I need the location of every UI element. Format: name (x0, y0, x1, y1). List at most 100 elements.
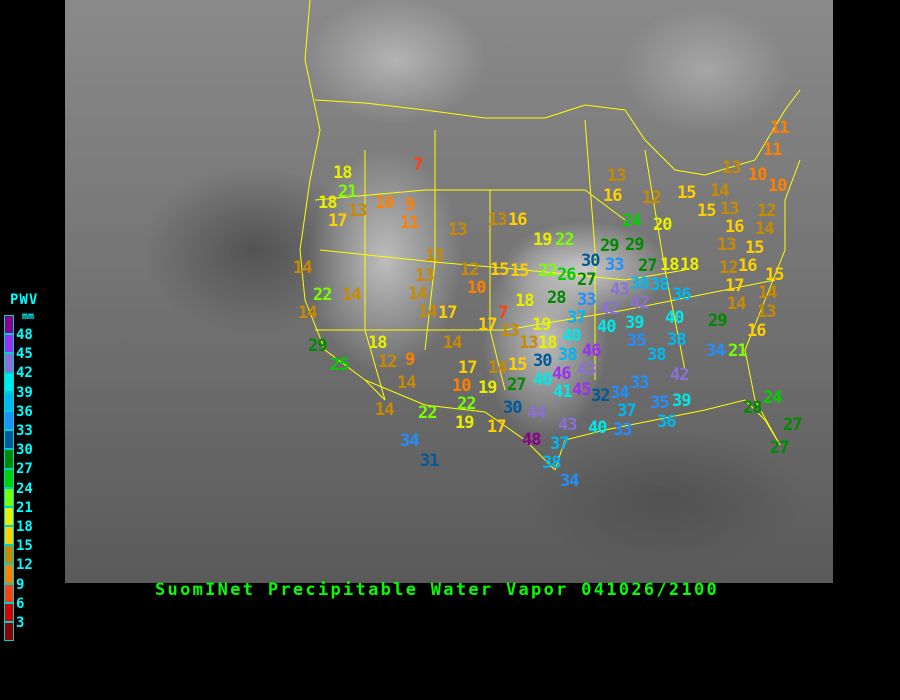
station-pwv-value: 29 (600, 236, 620, 256)
station-pwv-value: 37 (550, 434, 570, 454)
station-pwv-value: 34 (560, 471, 580, 491)
station-pwv-value: 19 (532, 315, 552, 335)
station-pwv-value: 7 (498, 303, 508, 323)
station-pwv-value: 17 (328, 211, 348, 231)
legend-swatch (4, 430, 14, 450)
station-pwv-value: 14 (755, 219, 775, 239)
station-pwv-value: 27 (638, 256, 658, 276)
mexico-border (364, 379, 556, 471)
station-pwv-value: 18 (318, 193, 338, 213)
station-pwv-value: 21 (338, 182, 358, 202)
station-pwv-value: 40 (597, 317, 617, 337)
station-pwv-value: 26 (557, 265, 577, 285)
station-pwv-value: 13 (720, 199, 740, 219)
station-pwv-value: 10 (375, 193, 395, 213)
station-pwv-value: 38 (647, 345, 667, 365)
legend-swatch (4, 353, 14, 373)
station-pwv-value: 17 (725, 276, 745, 296)
legend-swatch (4, 315, 14, 335)
station-pwv-value: 29 (708, 311, 728, 331)
station-pwv-value: 16 (603, 186, 623, 206)
state-line (319, 249, 686, 281)
legend-title: PWV (10, 292, 39, 308)
political-boundaries (299, 0, 801, 471)
legend-label: 18 (16, 519, 33, 535)
pacific-coast (299, 0, 386, 401)
station-pwv-value: 13 (757, 302, 777, 322)
station-pwv-value: 28 (743, 398, 763, 418)
station-pwv-value: 19 (533, 230, 553, 250)
station-pwv-value: 27 (770, 438, 790, 458)
station-pwv-value: 42 (630, 293, 650, 313)
station-pwv-value: 19 (478, 378, 498, 398)
station-pwv-value: 14 (758, 283, 778, 303)
state-line (314, 189, 626, 221)
station-pwv-value: 12 (642, 188, 662, 208)
station-pwv-value: 40 (588, 418, 608, 438)
station-pwv-value: 38 (558, 345, 578, 365)
station-pwv-value: 20 (653, 215, 673, 235)
legend-swatch (4, 564, 14, 584)
station-pwv-value: 11 (770, 118, 790, 138)
legend-label: 24 (16, 480, 33, 497)
state-line (424, 130, 436, 351)
station-pwv-value: 30 (581, 251, 601, 271)
station-pwv-value: 13 (348, 201, 368, 221)
station-pwv-value: 35 (627, 331, 647, 351)
station-pwv-value: 13 (717, 235, 737, 255)
legend-swatch (4, 506, 14, 527)
station-pwv-value: 45 (572, 380, 592, 400)
station-pwv-value: 39 (672, 391, 692, 411)
station-pwv-value: 19 (455, 413, 475, 433)
station-pwv-value: 22 (313, 285, 333, 305)
station-pwv-value: 14 (408, 284, 428, 304)
station-pwv-value: 41 (553, 382, 573, 402)
station-pwv-value: 17 (438, 303, 458, 323)
station-pwv-value: 30 (503, 398, 523, 418)
station-pwv-value: 38 (650, 275, 670, 295)
station-pwv-value: 11 (400, 213, 420, 233)
station-pwv-value: 22 (418, 403, 438, 423)
station-pwv-value: 7 (413, 155, 423, 175)
state-line (644, 149, 686, 371)
legend-swatch (4, 410, 14, 431)
station-pwv-value: 40 (533, 370, 553, 390)
legend-label: 33 (16, 423, 33, 439)
station-pwv-value: 12 (460, 260, 480, 280)
station-pwv-value: 32 (591, 386, 611, 406)
station-pwv-value: 13 (488, 210, 508, 230)
legend-swatch (4, 526, 14, 546)
station-pwv-value: 33 (605, 255, 625, 275)
legend-swatch (4, 449, 14, 469)
station-pwv-value: 11 (763, 140, 783, 160)
station-pwv-value: 17 (458, 358, 478, 378)
station-pwv-value: 38 (630, 274, 650, 294)
station-pwv-value: 29 (625, 235, 645, 255)
station-pwv-value: 18 (538, 333, 558, 353)
station-pwv-value: 43 (610, 280, 630, 300)
legend-swatch (4, 622, 14, 642)
station-pwv-value: 33 (613, 420, 633, 440)
station-pwv-value: 14 (727, 294, 747, 314)
legend-swatch (4, 468, 14, 488)
station-pwv-value: 38 (667, 330, 687, 350)
station-pwv-value: 24 (622, 211, 642, 231)
station-pwv-value: 33 (630, 373, 650, 393)
station-pwv-value: 48 (522, 430, 542, 450)
station-pwv-value: 10 (467, 278, 487, 298)
legend-swatch (4, 391, 14, 411)
station-pwv-value: 10 (768, 176, 788, 196)
station-pwv-value: 28 (547, 288, 567, 308)
legend-label: 36 (16, 403, 33, 420)
station-pwv-value: 18 (368, 333, 388, 353)
station-pwv-value: 17 (478, 315, 498, 335)
station-pwv-value: 14 (397, 373, 417, 393)
station-pwv-value: 9 (405, 195, 415, 215)
legend-swatch (4, 602, 14, 622)
station-pwv-value: 9 (405, 350, 415, 370)
station-pwv-value: 18 (515, 291, 535, 311)
station-pwv-value: 40 (665, 308, 685, 328)
legend-label: 48 (16, 327, 33, 343)
station-pwv-value: 15 (490, 260, 510, 280)
station-pwv-value: 14 (443, 333, 463, 353)
